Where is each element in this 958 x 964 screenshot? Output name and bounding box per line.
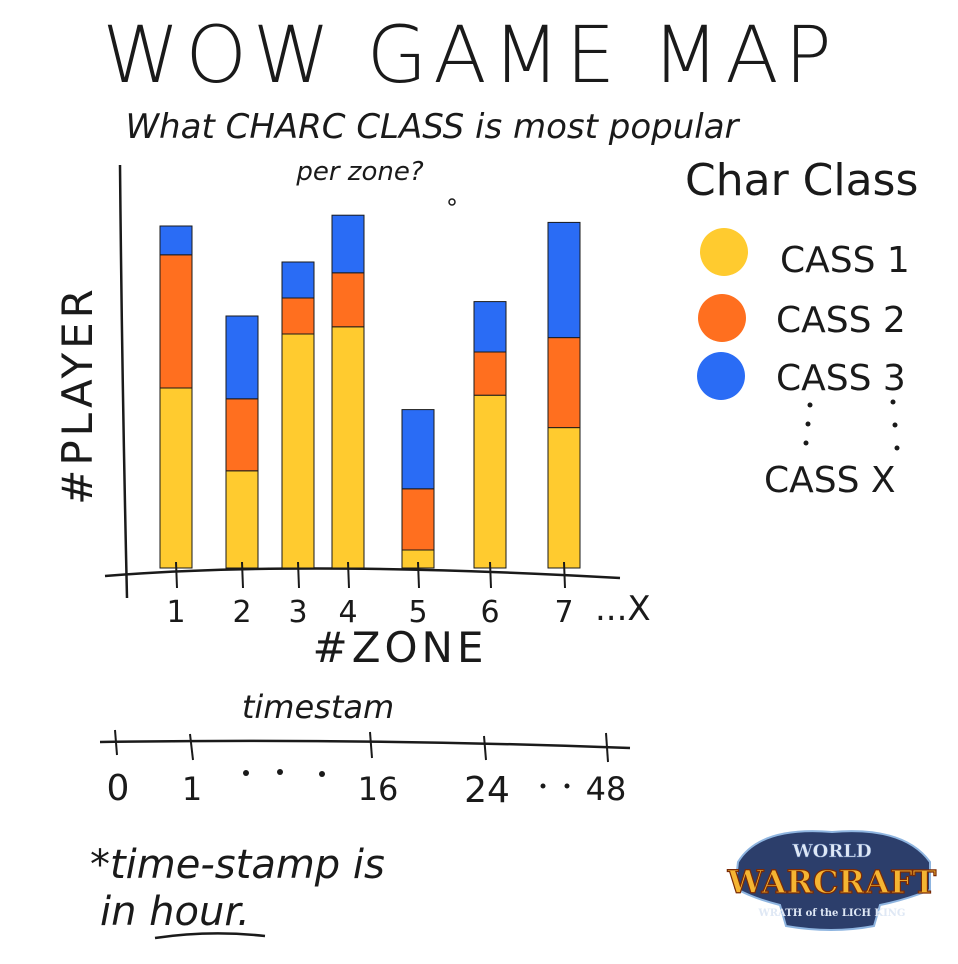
bar-zone4-class3 <box>331 214 365 274</box>
bar-zone3-class3 <box>281 261 315 299</box>
bar-zone7-class2 <box>547 337 581 429</box>
timeline-tick-24: 24 <box>464 770 510 811</box>
x-tick-label-4: 4 <box>338 595 357 630</box>
x-tick-mark-4 <box>347 561 350 589</box>
x-tick-mark-2 <box>241 561 244 589</box>
x-tick-label-1: 1 <box>166 595 185 630</box>
bar-zone5-class3 <box>401 409 435 490</box>
timeline-ellipsis <box>243 769 325 777</box>
bar-zone7-class1 <box>547 427 581 569</box>
y-axis-line <box>118 164 129 599</box>
wow-wotlk-logo: WORLD WARCRAFT WRATH of the LICH KING <box>726 830 937 931</box>
x-tick-label-5: 5 <box>408 595 427 630</box>
legend-title: Char Class <box>685 155 918 206</box>
legend-label-class1: CASS 1 <box>780 240 910 281</box>
x-tick-label-3: 3 <box>288 595 307 630</box>
timeline-tick-0: 0 <box>107 768 130 809</box>
timeline-tick-1: 1 <box>182 770 202 808</box>
bar-zone1-class2 <box>159 254 193 389</box>
x-tick-label-7: 7 <box>554 595 573 630</box>
logo-line3: WRATH of the LICH KING <box>758 908 906 919</box>
timeline-line <box>99 739 631 750</box>
bar-zone2-class3 <box>225 315 259 400</box>
page-title: WOW GAME MAP <box>102 11 837 101</box>
bar-zone4-class2 <box>331 272 365 328</box>
timeline-tick-16: 16 <box>358 770 399 808</box>
legend-label-classx: CASS X <box>764 460 896 501</box>
bar-zone3-class2 <box>281 297 315 335</box>
timeline-tick-48: 48 <box>586 770 627 808</box>
x-tick-suffix: ...X <box>595 589 651 629</box>
x-tick-label-6: 6 <box>480 595 499 630</box>
timeline-tick-marks <box>114 729 609 763</box>
legend-swatch-class3 <box>697 352 745 400</box>
x-tick-mark-7 <box>563 561 566 589</box>
bar-zone2-class1 <box>225 470 259 569</box>
timestamp-note-line1: *time-stamp is <box>90 842 385 888</box>
bar-zone4-class1 <box>331 326 365 569</box>
timeline-ellipsis-2 <box>540 783 570 789</box>
bar-zone6-class2 <box>473 351 507 396</box>
bar-zone2-class2 <box>225 398 259 472</box>
bar-zone5-class2 <box>401 488 435 551</box>
legend-ellipsis <box>803 399 900 451</box>
timeline-label: timestam <box>242 688 394 726</box>
legend-swatch-class1 <box>700 228 748 276</box>
bar-zone3-class1 <box>281 333 315 569</box>
x-tick-mark-3 <box>297 561 300 589</box>
logo-line2: WARCRAFT <box>727 863 937 901</box>
x-tick-mark-1 <box>175 561 178 589</box>
chart-subtitle-line1: What CHARC CLASS is most popular <box>125 107 740 147</box>
bars-group <box>159 214 581 569</box>
x-tick-mark-5 <box>417 561 420 589</box>
bar-zone1-class3 <box>159 225 193 256</box>
x-axis-label: #ZONE <box>313 623 488 672</box>
x-tick-mark-6 <box>489 561 492 589</box>
bar-zone7-class3 <box>547 221 581 339</box>
legend-label-class2: CASS 2 <box>776 300 906 341</box>
legend-swatch-class2 <box>698 294 746 342</box>
chart-subtitle-line2: per zone? <box>295 157 423 187</box>
bar-zone1-class1 <box>159 387 193 569</box>
x-axis-line <box>104 567 621 580</box>
bar-zone6-class1 <box>473 394 507 569</box>
bar-zone6-class3 <box>473 301 507 353</box>
x-tick-label-2: 2 <box>232 595 251 630</box>
stray-dot <box>448 198 456 206</box>
note-underline <box>154 932 266 940</box>
timestamp-note-line2: in hour. <box>100 889 250 935</box>
legend-label-class3: CASS 3 <box>776 358 906 399</box>
logo-line1: WORLD <box>791 841 871 862</box>
y-axis-label: #PLAYER <box>53 285 102 505</box>
